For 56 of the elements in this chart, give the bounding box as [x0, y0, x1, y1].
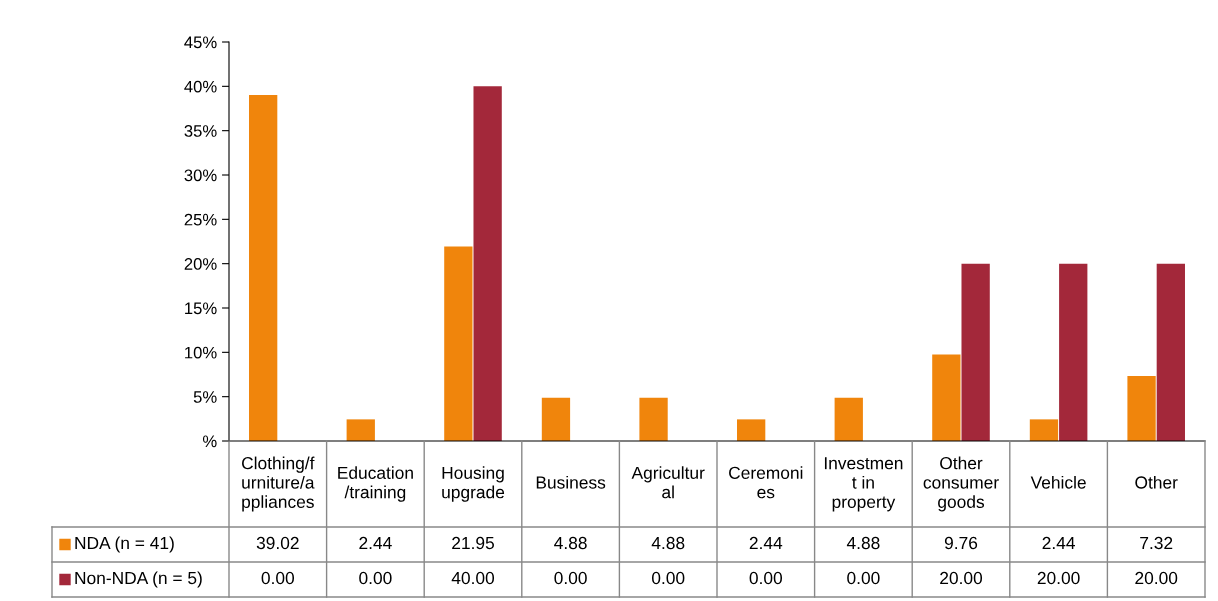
data-label: 20.00 [1135, 571, 1178, 585]
data-label: 0.00 [847, 571, 880, 585]
data-label: 2.44 [749, 536, 783, 549]
x-tick-label: Other consumer goods [923, 456, 999, 512]
x-tick-label: Other [1135, 475, 1178, 489]
data-label: 0.00 [359, 571, 392, 585]
bar [541, 397, 571, 441]
data-label: 0.00 [261, 571, 295, 585]
x-tick-label: Investmen t in property [824, 457, 903, 512]
x-tick-label: Ceremoni es [729, 466, 803, 499]
bar [932, 354, 961, 441]
data-label: 21.95 [452, 536, 494, 550]
data-label: 9.76 [944, 536, 978, 550]
bar [1059, 263, 1088, 441]
bar [444, 246, 473, 441]
data-label: 2.44 [359, 536, 392, 549]
x-tick-label: Agricultur al [631, 466, 705, 499]
bar [473, 86, 502, 441]
data-label: 4.88 [651, 536, 685, 550]
bar [346, 419, 375, 441]
data-label: 0.00 [749, 571, 783, 585]
data-label: 20.00 [1037, 571, 1080, 585]
y-tick-label: 25% [184, 213, 217, 226]
bar [249, 95, 278, 441]
y-tick-label: 5% [193, 391, 217, 403]
data-label: 4.88 [554, 536, 587, 550]
legend-label: NDA (n = 41) [75, 536, 174, 553]
data-label: 40.00 [451, 571, 495, 585]
bar [639, 397, 668, 441]
bar [1156, 263, 1185, 441]
x-tick-label: Business [536, 475, 606, 489]
data-label: 2.44 [1042, 536, 1075, 549]
y-tick-label: 30% [184, 169, 217, 182]
y-tick-label: 45% [184, 36, 217, 49]
y-tick-label: % [202, 435, 217, 448]
y-tick-label: 35% [184, 125, 217, 137]
y-tick-label: 10% [185, 346, 217, 359]
data-label: 39.02 [256, 536, 299, 550]
data-label: 0.00 [651, 571, 685, 585]
x-tick-label: Vehicle [1030, 475, 1086, 489]
y-tick-label: 40% [184, 80, 217, 93]
bar [961, 263, 990, 441]
bar [834, 397, 863, 441]
bar [1127, 376, 1156, 441]
x-tick-label: Housing upgrade [442, 466, 505, 502]
bar [737, 419, 766, 441]
data-label: 4.88 [846, 536, 880, 550]
y-tick-label: 20% [184, 258, 217, 270]
bar [1029, 419, 1059, 441]
data-label: 7.32 [1140, 536, 1173, 550]
legend-label: Non-NDA (n = 5) [75, 571, 202, 588]
data-label: 20.00 [940, 571, 983, 585]
x-tick-label: Education /training [338, 466, 413, 502]
y-tick-label: 15% [185, 302, 217, 315]
data-label: 0.00 [554, 571, 587, 585]
x-tick-label: Clothing/f urniture/a ppliances [242, 456, 315, 512]
